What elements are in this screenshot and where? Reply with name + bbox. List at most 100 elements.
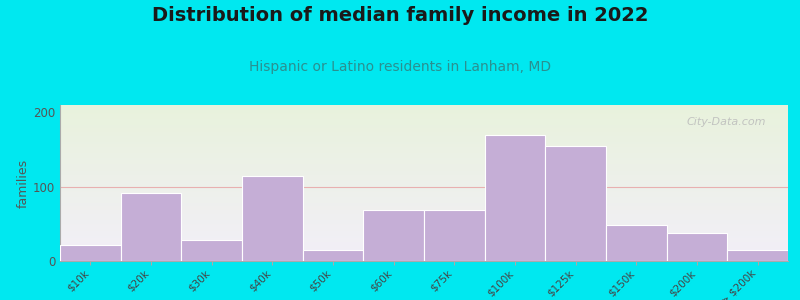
Bar — [60, 149, 788, 150]
Bar — [363, 211, 424, 261]
Bar — [60, 169, 788, 170]
Bar — [60, 180, 788, 182]
Bar — [485, 135, 546, 261]
Bar — [60, 124, 788, 125]
Bar — [60, 138, 788, 139]
Bar — [60, 136, 788, 138]
Bar — [60, 197, 788, 199]
Bar — [60, 233, 788, 235]
Bar — [60, 241, 788, 242]
Bar — [60, 200, 788, 202]
Bar — [182, 240, 242, 261]
Bar — [60, 170, 788, 172]
Bar — [60, 177, 788, 178]
Bar — [60, 242, 788, 244]
Bar — [60, 142, 788, 144]
Bar — [60, 231, 788, 233]
Bar — [60, 219, 788, 220]
Bar — [60, 121, 788, 122]
Bar — [546, 146, 606, 261]
Bar — [242, 176, 302, 261]
Bar — [60, 217, 788, 219]
Bar — [60, 196, 788, 197]
Bar — [60, 236, 788, 238]
Bar — [60, 239, 788, 241]
Bar — [60, 119, 788, 121]
Bar — [60, 238, 788, 239]
Bar — [60, 247, 788, 248]
Bar — [60, 172, 788, 174]
Bar — [60, 131, 788, 133]
Bar — [60, 133, 788, 135]
Bar — [727, 250, 788, 261]
Bar — [60, 199, 788, 200]
Bar — [60, 183, 788, 184]
Bar — [60, 186, 788, 188]
Bar — [60, 166, 788, 167]
Bar — [60, 184, 788, 186]
Bar — [60, 255, 788, 256]
Bar — [60, 130, 788, 131]
Bar — [60, 147, 788, 149]
Bar — [60, 227, 788, 228]
Bar — [60, 127, 788, 128]
Text: Distribution of median family income in 2022: Distribution of median family income in … — [152, 6, 648, 25]
Bar — [424, 211, 485, 261]
Bar — [60, 222, 788, 224]
Bar — [60, 167, 788, 169]
Bar — [60, 213, 788, 214]
Bar — [60, 258, 788, 260]
Bar — [60, 113, 788, 114]
Bar — [60, 160, 788, 161]
Bar — [60, 108, 788, 110]
Bar — [60, 211, 788, 213]
Bar — [60, 245, 788, 247]
Bar — [60, 116, 788, 118]
Bar — [60, 192, 788, 194]
Bar — [60, 157, 788, 158]
Bar — [60, 260, 788, 261]
Bar — [60, 139, 788, 141]
Bar — [60, 235, 788, 236]
Bar — [60, 175, 788, 177]
Bar — [60, 209, 788, 211]
Text: Hispanic or Latino residents in Lanham, MD: Hispanic or Latino residents in Lanham, … — [249, 60, 551, 74]
Bar — [60, 189, 788, 191]
Bar — [60, 214, 788, 216]
Bar — [60, 141, 788, 142]
Bar — [60, 110, 788, 111]
Bar — [60, 106, 788, 108]
Bar — [60, 224, 788, 225]
Bar — [302, 250, 363, 261]
Bar — [60, 220, 788, 222]
Bar — [60, 111, 788, 113]
Bar — [60, 118, 788, 119]
Bar — [121, 193, 182, 261]
Bar — [606, 225, 666, 261]
Bar — [60, 114, 788, 116]
Bar — [60, 208, 788, 209]
Bar — [60, 152, 788, 153]
Bar — [60, 128, 788, 130]
Bar — [60, 216, 788, 217]
Bar — [60, 228, 788, 230]
Bar — [60, 182, 788, 183]
Y-axis label: families: families — [17, 158, 30, 208]
Bar — [60, 250, 788, 252]
Bar — [60, 135, 788, 136]
Bar — [60, 164, 788, 166]
Bar — [666, 233, 727, 261]
Bar — [60, 252, 788, 253]
Bar — [60, 206, 788, 208]
Bar — [60, 230, 788, 231]
Bar — [60, 188, 788, 189]
Bar — [60, 244, 788, 245]
Bar — [60, 122, 788, 124]
Bar — [60, 248, 788, 250]
Bar — [60, 150, 788, 152]
Bar — [60, 178, 788, 180]
Bar — [60, 144, 788, 146]
Bar — [60, 125, 788, 127]
Bar — [60, 146, 788, 147]
Bar — [60, 225, 788, 227]
